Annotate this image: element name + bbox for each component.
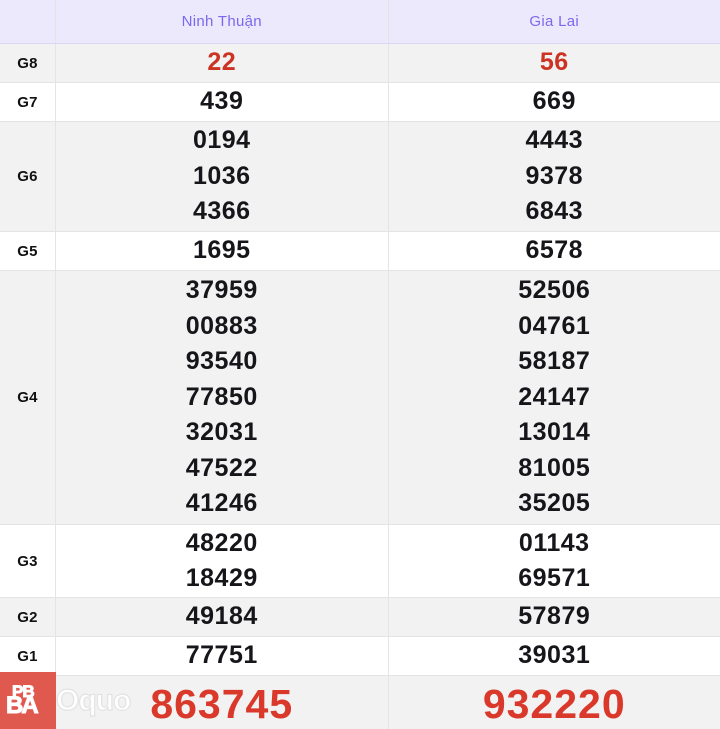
prize-cell-gia-lai: 6578 [389, 232, 720, 270]
prize-number: 69571 [518, 564, 591, 592]
prize-cell-gia-lai: 669 [389, 83, 720, 121]
prize-number: 32031 [185, 418, 258, 447]
prize-number: 22 [207, 48, 237, 77]
prize-number: 93540 [185, 347, 258, 376]
prize-number: 48220 [185, 528, 258, 557]
prize-label: G6 [0, 122, 56, 231]
prize-cell-ninh-thuan: 22 [56, 44, 389, 82]
prize-cell-gia-lai: 57879 [389, 598, 720, 636]
prize-number: 39031 [518, 641, 591, 670]
prize-number: 37959 [185, 276, 258, 305]
prize-number: 932220 [482, 680, 626, 727]
prize-row: G6 0194 1036 4366 4443 9378 6843 [0, 122, 720, 232]
prize-row: 863745 932220 [0, 676, 720, 729]
prize-number: 56 [539, 48, 569, 77]
prize-label: G2 [0, 598, 56, 636]
prize-row: G1 77751 39031 [0, 637, 720, 676]
prize-cell-gia-lai: 39031 [389, 637, 720, 675]
prize-row: G7 439 669 [0, 83, 720, 122]
prize-cell-ninh-thuan: 439 [56, 83, 389, 121]
prize-number: 41246 [185, 489, 258, 518]
prize-cell-gia-lai: 56 [389, 44, 720, 82]
prize-number: 4366 [192, 197, 251, 226]
prize-cell-ninh-thuan: 863745 [56, 676, 389, 729]
prize-number: 35205 [518, 489, 591, 518]
prize-cell-ninh-thuan: 0194 1036 4366 [56, 122, 389, 231]
prize-number: 863745 [150, 680, 294, 727]
prize-number: 4443 [525, 126, 584, 155]
prize-label: G5 [0, 232, 56, 270]
prize-number: 57879 [518, 602, 591, 631]
province-name: Ninh Thuận [181, 13, 262, 30]
table-header-row: Ninh Thuận Gia Lai [0, 0, 720, 44]
prize-row: G4 37959 00883 93540 77850 32031 47522 41246 525… [0, 271, 720, 525]
prize-row: G3 48220 18429 01143 69571 [0, 525, 720, 598]
prize-number: 669 [532, 87, 576, 116]
prize-number: 1036 [192, 161, 251, 190]
prize-cell-gia-lai: 932220 [389, 676, 720, 729]
prize-cell-gia-lai: 4443 9378 6843 [389, 122, 720, 231]
prize-label: G3 [0, 525, 56, 597]
prize-number: 13014 [518, 418, 591, 447]
prize-number: 77751 [185, 641, 258, 670]
prize-label: G7 [0, 83, 56, 121]
prize-number: 24147 [518, 382, 591, 411]
prize-number: 1695 [192, 236, 251, 265]
prize-number: 0194 [192, 126, 251, 155]
prize-label: G4 [0, 271, 56, 524]
prize-cell-ninh-thuan: 49184 [56, 598, 389, 636]
watermark-badge-bottom-label: BA [6, 692, 40, 720]
watermark-badge: PB BA [0, 672, 56, 729]
prize-number: 439 [200, 87, 244, 116]
prize-number: 6843 [525, 197, 584, 226]
prize-number: 9378 [525, 161, 584, 190]
prize-number: 52506 [518, 276, 591, 305]
prize-cell-gia-lai: 01143 69571 [389, 525, 720, 597]
prize-number: 58187 [518, 347, 591, 376]
header-cell-province-2: Gia Lai [389, 0, 720, 43]
prize-number: 01143 [518, 528, 590, 557]
prize-number: 6578 [525, 236, 584, 265]
prize-number: 49184 [185, 602, 258, 631]
prize-row: G8 22 56 [0, 44, 720, 83]
prize-number: 00883 [185, 311, 258, 340]
prize-cell-gia-lai: 52506 04761 58187 24147 13014 81005 35205 [389, 271, 720, 524]
prize-cell-ninh-thuan: 77751 [56, 637, 389, 675]
prize-row: G2 49184 57879 [0, 598, 720, 637]
prize-number: 47522 [185, 453, 258, 482]
prize-row: G5 1695 6578 [0, 232, 720, 271]
prize-cell-ninh-thuan: 1695 [56, 232, 389, 270]
watermark-badge-top-label: PB [12, 682, 36, 702]
prize-cell-ninh-thuan: 37959 00883 93540 77850 32031 47522 41246 [56, 271, 389, 524]
header-cell-province-1: Ninh Thuận [56, 0, 389, 43]
watermark-letters: PB BA [0, 672, 56, 729]
province-name: Gia Lai [529, 13, 580, 30]
prize-number: 04761 [518, 311, 591, 340]
header-label-cell [0, 0, 56, 43]
prize-number: 77850 [185, 382, 258, 411]
prize-number: 81005 [518, 453, 591, 482]
prize-cell-ninh-thuan: 48220 18429 [56, 525, 389, 597]
prize-label: G8 [0, 44, 56, 82]
prize-number: 18429 [185, 564, 258, 592]
prize-label: G1 [0, 637, 56, 675]
